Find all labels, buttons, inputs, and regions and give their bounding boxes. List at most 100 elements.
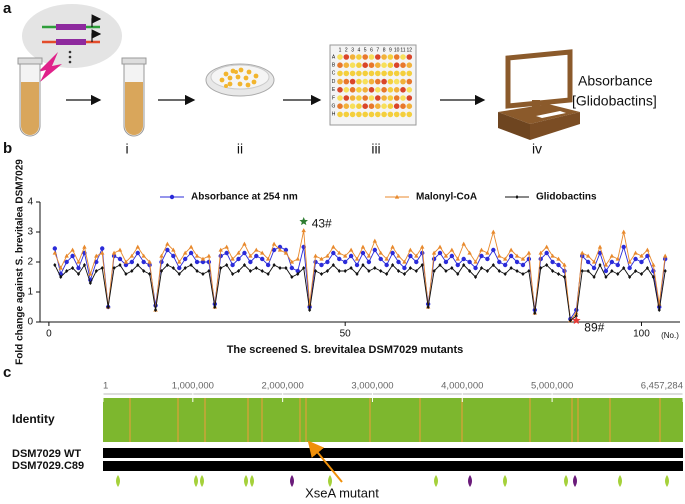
point bbox=[402, 265, 407, 271]
plate-row-label: B bbox=[332, 63, 336, 69]
legend-marker bbox=[394, 194, 400, 199]
point bbox=[242, 241, 247, 246]
well bbox=[381, 111, 387, 118]
point bbox=[248, 259, 253, 265]
point bbox=[514, 253, 520, 258]
point bbox=[396, 253, 401, 258]
well bbox=[375, 54, 381, 60]
well bbox=[368, 54, 375, 60]
panel-label: b bbox=[3, 140, 12, 157]
well bbox=[349, 111, 356, 118]
track-label: DSM7029 WT bbox=[12, 448, 81, 460]
panel-label: a bbox=[3, 0, 12, 17]
point bbox=[455, 262, 460, 268]
well bbox=[406, 95, 413, 101]
point bbox=[455, 256, 460, 261]
point bbox=[94, 269, 98, 273]
well bbox=[343, 62, 350, 68]
point bbox=[450, 266, 454, 270]
point bbox=[396, 259, 401, 265]
point bbox=[171, 266, 175, 270]
point bbox=[438, 263, 442, 267]
point bbox=[141, 253, 146, 258]
point bbox=[165, 263, 170, 267]
x-axis-title: The screened S. brevitalea DSM7029 mutan… bbox=[227, 344, 464, 356]
point bbox=[100, 246, 105, 251]
point bbox=[123, 262, 129, 268]
point bbox=[53, 263, 57, 267]
x-tick-label: 100 bbox=[633, 329, 650, 340]
point bbox=[200, 259, 206, 265]
point bbox=[348, 247, 354, 252]
well bbox=[400, 111, 406, 118]
point bbox=[591, 259, 597, 264]
point bbox=[568, 318, 572, 323]
well bbox=[387, 103, 394, 109]
point bbox=[360, 244, 366, 249]
point bbox=[502, 256, 508, 261]
plate-column-label: 12 bbox=[407, 47, 413, 53]
point bbox=[147, 259, 152, 264]
point bbox=[135, 250, 140, 256]
point bbox=[337, 256, 342, 262]
well bbox=[368, 95, 375, 101]
point bbox=[385, 272, 389, 276]
point bbox=[254, 266, 258, 270]
point bbox=[331, 244, 336, 249]
point bbox=[260, 269, 264, 273]
point bbox=[188, 250, 194, 256]
step-label: iv bbox=[532, 141, 542, 157]
point bbox=[271, 241, 277, 246]
legend-label: Glidobactins bbox=[536, 192, 597, 203]
point bbox=[627, 259, 632, 264]
well bbox=[337, 103, 343, 109]
point bbox=[283, 247, 289, 253]
x-tick-label: 2,000,000 bbox=[262, 381, 304, 392]
point bbox=[384, 256, 389, 261]
genome-browser: 1 1,000,000 2,000,000 3,000,000 4,000,000 5,0… bbox=[102, 381, 684, 487]
well bbox=[381, 87, 387, 93]
well bbox=[362, 87, 369, 93]
well bbox=[343, 111, 350, 118]
track-label: Identity bbox=[12, 412, 55, 426]
point bbox=[372, 247, 378, 253]
plate-row-label: F bbox=[332, 95, 335, 101]
point bbox=[349, 266, 353, 270]
point bbox=[610, 269, 614, 273]
point bbox=[503, 272, 507, 276]
well bbox=[387, 70, 394, 77]
plate-column-label: 2 bbox=[345, 47, 348, 53]
x-tick-label: 1,000,000 bbox=[172, 381, 214, 392]
step-label: ii bbox=[237, 141, 243, 157]
point bbox=[94, 259, 99, 265]
point bbox=[254, 253, 259, 259]
y-tick-label: 3 bbox=[27, 227, 33, 238]
point bbox=[420, 263, 424, 267]
point bbox=[414, 259, 419, 265]
well bbox=[362, 54, 369, 60]
point bbox=[135, 244, 140, 249]
well bbox=[406, 62, 413, 68]
point bbox=[177, 265, 182, 271]
series-line bbox=[54, 245, 666, 321]
point bbox=[651, 275, 655, 279]
well bbox=[349, 87, 356, 93]
point bbox=[456, 272, 460, 276]
point bbox=[562, 268, 567, 274]
point bbox=[278, 266, 282, 270]
point bbox=[342, 253, 348, 258]
well bbox=[375, 78, 381, 85]
point bbox=[206, 259, 212, 265]
point bbox=[384, 262, 389, 268]
point bbox=[265, 256, 271, 261]
well bbox=[368, 103, 375, 109]
well bbox=[393, 54, 400, 60]
point bbox=[556, 272, 561, 276]
point bbox=[598, 263, 602, 267]
point bbox=[194, 253, 200, 258]
point bbox=[88, 271, 93, 276]
point bbox=[142, 269, 146, 273]
point bbox=[592, 275, 596, 279]
point bbox=[443, 259, 449, 265]
point bbox=[461, 241, 466, 246]
